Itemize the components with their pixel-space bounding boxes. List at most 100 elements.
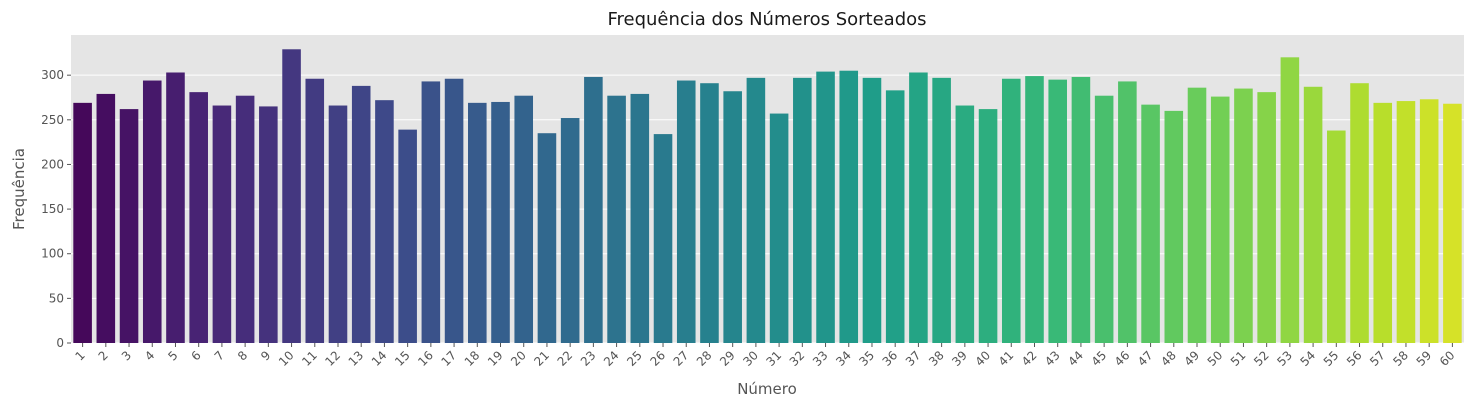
bar-27	[676, 80, 696, 344]
bar-28	[700, 83, 719, 344]
bar-54	[1303, 86, 1323, 343]
x-tick-label: 18	[462, 348, 483, 369]
bar-58	[1396, 101, 1416, 343]
bar-34	[839, 70, 859, 343]
x-tick-label: 37	[903, 348, 924, 369]
x-tick-label: 8	[235, 348, 250, 363]
x-tick-label: 3	[119, 348, 134, 363]
x-tick-label: 7	[212, 348, 227, 363]
bar-56	[1350, 83, 1369, 344]
x-tick-label: 60	[1437, 348, 1458, 369]
bar-17	[444, 78, 464, 343]
bar-46	[1118, 81, 1137, 343]
bar-7	[212, 105, 232, 344]
bar-48	[1164, 110, 1184, 343]
x-tick-label: 43	[1042, 348, 1063, 369]
bar-50	[1210, 96, 1230, 343]
x-tick-label: 57	[1367, 348, 1388, 369]
bar-47	[1141, 104, 1160, 343]
gridlines	[71, 74, 1464, 344]
x-tick-label: 45	[1089, 348, 1110, 369]
x-tick-label: 55	[1321, 348, 1342, 369]
bar-26	[653, 134, 673, 343]
x-tick-label: 10	[276, 348, 297, 369]
x-tick-label: 44	[1065, 348, 1086, 369]
plot-area	[71, 35, 1464, 343]
y-axis-ticks: 0 50 100 150 200 250 300	[41, 68, 71, 350]
x-tick-label: 41	[996, 348, 1017, 369]
x-tick-label: 58	[1390, 348, 1411, 369]
x-tick-label: 30	[740, 348, 761, 369]
bar-55	[1327, 130, 1346, 343]
x-tick-label: 9	[258, 348, 273, 363]
x-tick-label: 46	[1112, 348, 1133, 369]
bar-33	[816, 71, 835, 343]
bar-21	[537, 133, 557, 343]
bar-40	[978, 109, 998, 344]
x-axis-label: Número	[737, 380, 797, 398]
x-tick-label: 22	[555, 348, 576, 369]
x-tick-label: 32	[787, 348, 808, 369]
x-tick-label: 24	[601, 348, 622, 369]
x-tick-label: 28	[694, 348, 715, 369]
y-tick-label: 150	[41, 202, 64, 216]
bar-60	[1443, 103, 1462, 343]
x-tick-label: 6	[189, 348, 204, 363]
bar-31	[769, 113, 789, 343]
x-tick-label: 5	[165, 348, 180, 363]
bar-8	[235, 95, 255, 343]
x-tick-label: 2	[96, 348, 111, 363]
x-tick-label: 34	[833, 348, 854, 369]
x-tick-label: 15	[392, 348, 413, 369]
x-tick-label: 50	[1205, 348, 1226, 369]
x-tick-label: 17	[438, 348, 459, 369]
x-tick-label: 47	[1135, 348, 1156, 369]
bar-16	[421, 81, 441, 343]
bar-32	[793, 77, 812, 343]
bar-35	[862, 77, 882, 343]
bar-15	[398, 129, 417, 343]
bars-group	[73, 49, 1462, 344]
x-tick-label: 56	[1344, 348, 1365, 369]
bar-11	[305, 78, 325, 343]
bar-4	[142, 80, 162, 344]
x-tick-label: 16	[415, 348, 436, 369]
bar-25	[630, 93, 650, 343]
bar-45	[1094, 95, 1114, 343]
x-tick-label: 14	[369, 348, 390, 369]
bar-38	[932, 77, 951, 343]
x-tick-label: 13	[346, 348, 367, 369]
bar-12	[328, 105, 348, 344]
chart-title: Frequência dos Números Sorteados	[607, 9, 926, 30]
y-tick-label: 50	[49, 291, 64, 305]
y-tick-label: 0	[56, 336, 64, 350]
bar-20	[514, 95, 534, 343]
x-tick-label: 59	[1414, 348, 1435, 369]
bar-22	[560, 118, 580, 343]
bar-19	[491, 101, 510, 344]
x-tick-label: 54	[1298, 348, 1319, 369]
x-tick-label: 29	[717, 348, 738, 369]
x-tick-label: 26	[647, 348, 668, 369]
x-tick-label: 12	[322, 348, 343, 369]
bar-41	[1001, 78, 1021, 343]
x-tick-label: 1	[72, 348, 87, 363]
bar-30	[746, 77, 766, 343]
bar-6	[189, 92, 208, 343]
x-tick-label: 31	[764, 348, 785, 369]
y-tick-label: 200	[41, 157, 64, 171]
x-tick-label: 21	[531, 348, 552, 369]
bar-3	[119, 109, 139, 344]
x-tick-label: 49	[1181, 348, 1202, 369]
bar-14	[375, 100, 394, 343]
x-tick-label: 53	[1274, 348, 1295, 369]
y-axis-label: Frequência	[10, 148, 28, 230]
x-tick-label: 27	[671, 348, 692, 369]
bar-49	[1187, 87, 1207, 344]
x-tick-label: 52	[1251, 348, 1272, 369]
x-tick-label: 35	[856, 348, 877, 369]
bar-43	[1048, 79, 1067, 343]
bar-1	[73, 102, 92, 343]
x-tick-label: 20	[508, 348, 529, 369]
